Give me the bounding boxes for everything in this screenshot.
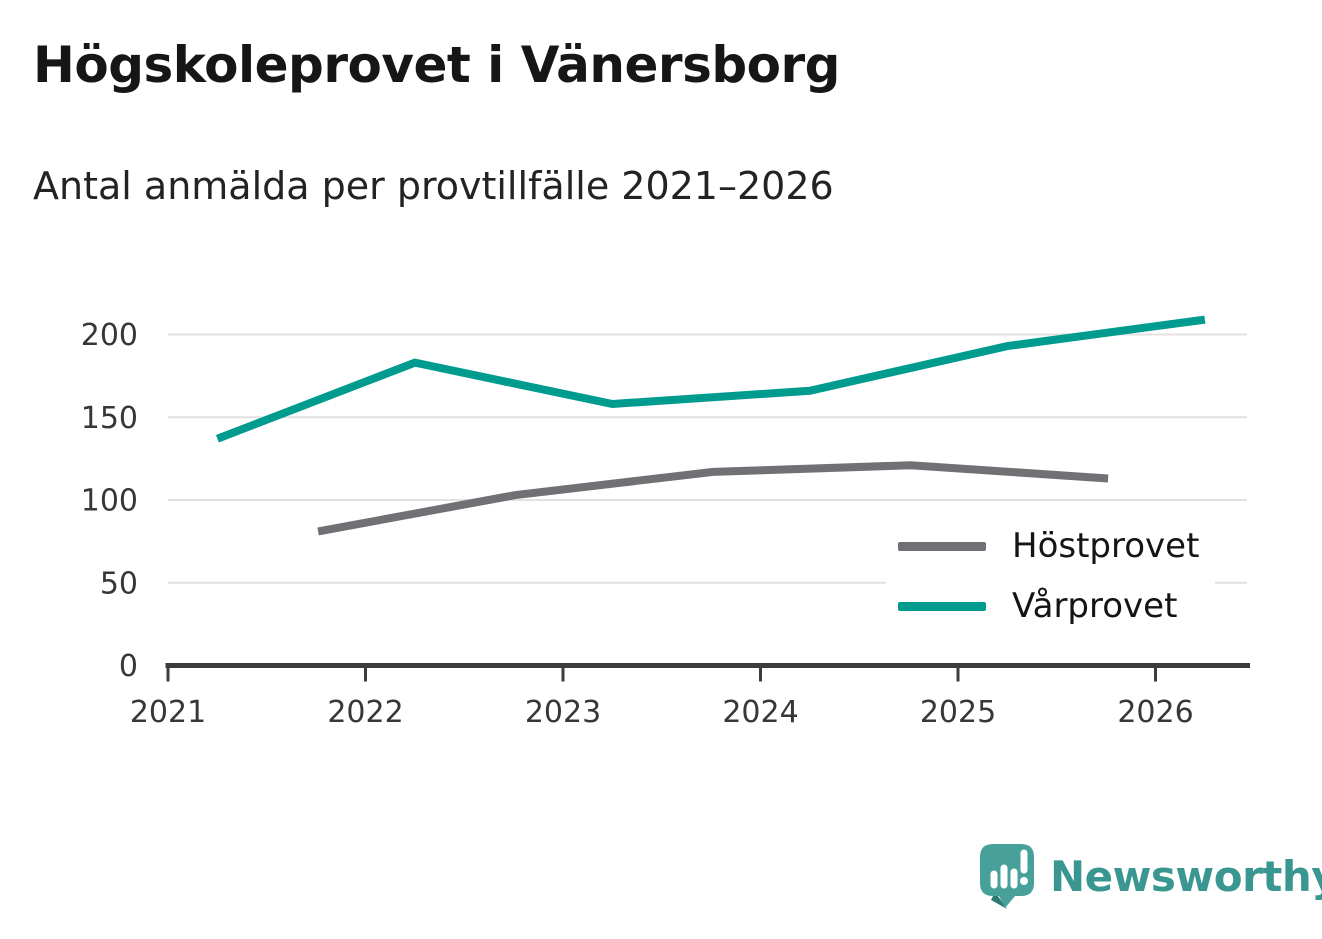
x-tick-label: 2023 xyxy=(525,695,601,730)
x-tick-label: 2022 xyxy=(327,695,403,730)
varprovet-line xyxy=(215,315,1206,443)
newsworthy-logo-icon xyxy=(980,844,1034,909)
x-tick-label: 2026 xyxy=(1117,695,1193,730)
legend-label-hostprovet: Höstprovet xyxy=(1012,526,1200,566)
x-tick-label: 2024 xyxy=(722,695,798,730)
legend-swatch-varprovet xyxy=(898,601,986,611)
legend-item-hostprovet: Höstprovet xyxy=(898,516,1199,576)
y-tick-label: 100 xyxy=(81,484,138,519)
brand-footer: Newsworthy xyxy=(977,842,1322,910)
y-tick-label: 0 xyxy=(119,649,138,684)
x-tick-label: 2021 xyxy=(130,695,206,730)
page-subtitle: Antal anmälda per provtillfälle 2021–202… xyxy=(33,164,834,208)
legend-label-varprovet: Vårprovet xyxy=(1012,586,1178,626)
legend-swatch-hostprovet xyxy=(898,541,986,551)
y-tick-label: 200 xyxy=(81,318,138,353)
page-title: Högskoleprovet i Vänersborg xyxy=(33,36,840,94)
chart-legend: Höstprovet Vårprovet xyxy=(886,512,1216,640)
hostprovet-line xyxy=(317,461,1109,536)
y-tick-label: 50 xyxy=(100,566,138,601)
legend-item-varprovet: Vårprovet xyxy=(898,576,1199,636)
brand-name: Newsworthy xyxy=(1050,851,1322,901)
x-tick-label: 2025 xyxy=(920,695,996,730)
y-tick-label: 150 xyxy=(81,401,138,436)
